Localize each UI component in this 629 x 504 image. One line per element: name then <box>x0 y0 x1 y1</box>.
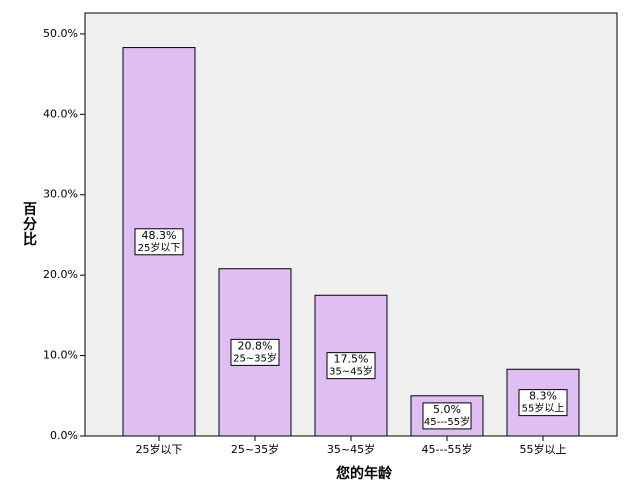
data-label-category: 25~35岁 <box>233 351 277 364</box>
y-axis-label: 百分比 <box>21 202 37 247</box>
data-label-box <box>422 402 472 430</box>
x-tick-label: 55岁以上 <box>520 442 567 456</box>
data-label-category: 55岁以上 <box>522 402 565 415</box>
data-label-box <box>134 228 184 256</box>
x-axis-label: 您的年龄 <box>336 465 393 482</box>
data-label-box <box>518 389 568 417</box>
y-tick-label: 0.0% <box>50 429 78 442</box>
data-label: 17.5% <box>334 353 369 366</box>
x-tick-label: 35~45岁 <box>327 442 375 456</box>
x-tick-label: 45---55岁 <box>422 442 473 456</box>
data-label-category: 25岁以下 <box>138 241 181 254</box>
data-label-box <box>326 352 376 380</box>
data-label-category: 45---55岁 <box>424 415 470 428</box>
x-tick-label: 25~35岁 <box>231 442 279 456</box>
x-tick-label: 25岁以下 <box>136 442 183 456</box>
data-label: 5.0% <box>433 403 461 416</box>
data-label: 20.8% <box>238 339 273 352</box>
y-tick-label: 10.0% <box>43 349 78 362</box>
y-tick-label: 30.0% <box>43 188 78 201</box>
y-tick-label: 20.0% <box>43 268 78 281</box>
y-tick-label: 50.0% <box>43 27 78 40</box>
data-label: 8.3% <box>529 390 557 403</box>
data-label-box <box>230 338 280 366</box>
y-tick-label: 40.0% <box>43 107 78 120</box>
data-label-category: 35~45岁 <box>329 365 373 378</box>
data-label: 48.3% <box>142 229 177 242</box>
